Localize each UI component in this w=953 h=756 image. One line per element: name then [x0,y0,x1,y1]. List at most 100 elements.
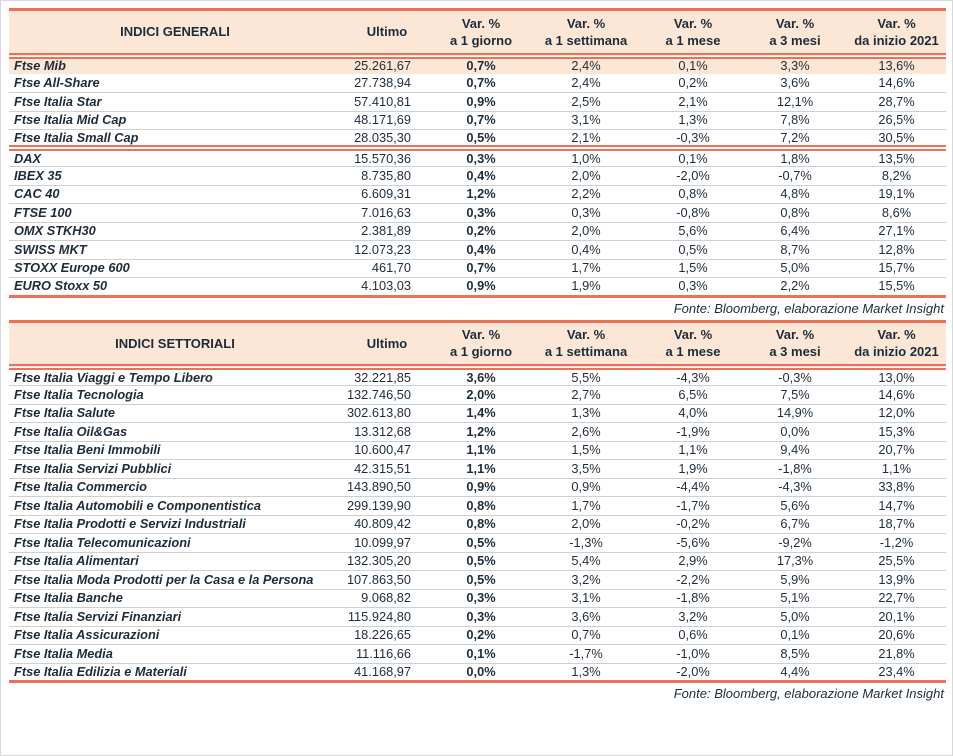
col-header-line1: Var. % [566,15,606,31]
col-header-line1: Var. % [877,327,916,343]
col-header-line2: da inizio 2021 [854,344,939,360]
table-row: Ftse Italia Alimentari 132.305,20 0,5% 5,4%… [9,552,946,571]
var-value: 26,5% [847,111,946,130]
ultimo-value: 461,70 [341,259,433,278]
ultimo-value: 132.305,20 [341,552,433,571]
table-row: Ftse Italia Edilizia e Materiali 41.168,9… [9,663,946,682]
var-value: 0,6% [643,626,743,645]
var-value: 0,3% [678,278,708,294]
var-value: 2,0% [529,222,643,241]
var-value: 1,3% [529,404,643,423]
index-name: Ftse Italia Salute [9,404,341,423]
var-value: 1,7% [529,259,643,278]
ultimo-value: 7.016,63 [341,203,433,223]
table-row: Ftse Italia Prodotti e Servizi Industria… [9,515,946,534]
indici-generali-body: Ftse Mib 25.261,67 0,7% 2,4% 0,1% 3,3% 13,6% Ft… [9,55,946,297]
var-value: 5,9% [743,570,847,590]
var-value: -1,3% [529,533,643,553]
var-value: 0,9% [433,92,529,112]
var-value: 0,9% [466,278,496,294]
index-name: Ftse Italia Servizi Finanziari [9,607,341,627]
col-header-line1: Var. % [673,15,713,31]
index-name: SWISS MKT [9,240,341,260]
var-value: -4,3% [643,367,743,386]
var-value: 0,8% [643,185,743,204]
col-header-line1: Var. % [566,327,606,343]
var-value: 0,4% [529,240,643,260]
ultimo-value: 27.738,94 [341,74,433,93]
var-value: 4,8% [743,185,847,204]
var-value: 0,3% [433,148,529,167]
var-value: 14,7% [847,496,946,516]
table-row: SWISS MKT 12.073,23 0,4% 0,4% 0,5% 8,7% 12,8% [9,240,946,260]
var-value: 3,6% [433,367,529,386]
var-value: 0,1% [643,148,743,167]
var-value: 1,9% [643,459,743,479]
fonte-note: Fonte: Bloomberg, elaborazione Market In… [673,686,944,701]
var-value: -4,4% [643,478,743,497]
var-value: 0,2% [433,222,529,241]
col-header-line2: a 1 settimana [544,344,628,360]
var-value: 0,4% [433,240,529,260]
col-header-var-da-inizio-2021: Var. % da inizio 2021 [847,9,946,59]
col-header-var-1-giorno: Var. % a 1 giorno [433,9,529,59]
ultimo-value: 2.381,89 [341,222,433,241]
var-value: 2,2% [529,185,643,204]
table-row: Ftse Italia Servizi Finanziari 115.924,80… [9,607,946,627]
var-value: 3,5% [529,459,643,479]
table-row: Ftse Italia Star 57.410,81 0,9% 2,5% 2,1% 12,… [9,92,946,112]
var-value: 8,6% [847,203,946,223]
var-value: 1,5% [643,259,743,278]
index-name: EURO Stoxx 50 [14,278,108,294]
var-value: 5,0% [743,259,847,278]
var-value: 0,5% [433,570,529,590]
col-header-line1: Var. % [461,15,501,31]
index-name: STOXX Europe 600 [9,259,341,278]
col-header-line2: a 1 mese [665,344,721,360]
var-value: -2,0% [643,166,743,186]
var-value: 0,1% [433,644,529,664]
var-value: -0,8% [643,203,743,223]
var-value: 3,2% [529,570,643,590]
var-value: 0,2% [643,74,743,93]
index-name: Ftse Italia Star [9,92,341,112]
var-value: 0,8% [433,515,529,534]
var-value: 1,1% [433,459,529,479]
index-name: Ftse Italia Beni Immobili [9,441,341,460]
table-row: CAC 40 6.609,31 1,2% 2,2% 0,8% 4,8% 19,1% [9,185,946,204]
col-header-var-1-settimana: Var. % a 1 settimana [529,321,643,370]
index-name: Ftse Italia Servizi Pubblici [9,459,341,479]
var-value: 28,7% [847,92,946,112]
ultimo-value: 57.410,81 [341,92,433,112]
index-name: Ftse Italia Commercio [9,478,341,497]
var-value: 3,3% [743,55,847,74]
fonte-note: Fonte: Bloomberg, elaborazione Market In… [673,300,944,316]
var-value: 4,0% [643,404,743,423]
var-value: 2,1% [529,129,643,151]
ultimo-value: 48.171,69 [341,111,433,130]
var-value: 0,7% [433,55,529,74]
var-value: -1,8% [743,459,847,479]
var-value: 2,1% [643,92,743,112]
var-value: 7,2% [743,129,847,151]
index-name: CAC 40 [9,185,341,204]
index-name: Ftse Italia Moda Prodotti per la Casa e … [9,570,341,590]
index-name: Ftse Italia Alimentari [9,552,341,571]
var-value: 13,0% [847,367,946,386]
var-value: 30,5% [847,129,946,151]
col-header-line1: Var. % [775,15,815,31]
var-value: 0,9% [529,478,643,497]
table-row: Ftse Italia Automobili e Componentistica… [9,496,946,516]
table-row: Ftse Italia Oil&Gas 13.312,68 1,2% 2,6% -1,9… [9,422,946,442]
table-row: Ftse Mib 25.261,67 0,7% 2,4% 0,1% 3,3% 13,6% [9,55,946,74]
ultimo-value: 4.103,03 [361,278,411,294]
index-name: OMX STKH30 [9,222,341,241]
col-header-line2: a 1 mese [665,32,721,48]
var-value: -0,7% [743,166,847,186]
var-value: 13,9% [847,570,946,590]
index-name: DAX [9,148,341,167]
var-value: -5,6% [643,533,743,553]
var-value: 13,5% [847,148,946,167]
col-header-line1: Var. % [877,15,916,31]
